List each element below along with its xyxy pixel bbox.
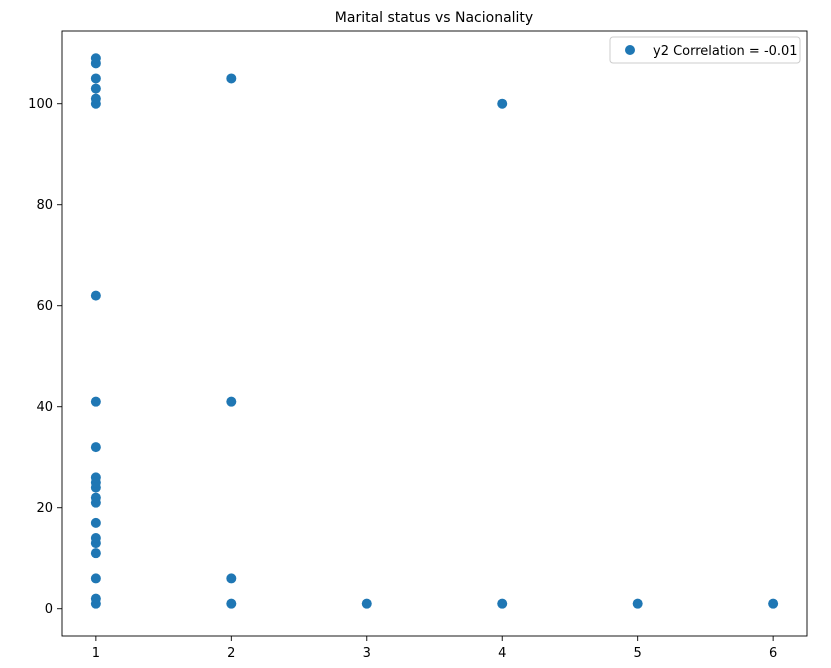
y-tick-label: 100 [28,97,53,112]
x-tick-label: 3 [363,646,371,661]
plot-frame [61,30,808,637]
data-point [90,93,101,104]
data-point [90,396,101,407]
x-axis: 1 2 3 4 5 6 [92,636,777,661]
legend: y2 Correlation = -0.01 [609,36,801,64]
data-points [90,53,779,609]
x-tick-label: 6 [769,646,777,661]
data-point [90,83,101,94]
y-axis: 0 20 40 60 80 100 [28,97,62,617]
y-tick-label: 40 [36,400,53,415]
data-point [497,598,508,609]
data-point [90,53,101,64]
data-point [226,73,237,84]
data-point [90,593,101,604]
y-tick-label: 60 [36,299,53,314]
data-point [226,396,237,407]
y-tick-label: 80 [36,198,53,213]
data-point [90,442,101,453]
data-point [361,598,372,609]
legend-marker [625,45,635,55]
legend-frame [609,36,801,64]
y-tick-label: 0 [45,602,53,617]
data-point [632,598,643,609]
data-point [226,598,237,609]
data-point [90,548,101,559]
data-point [90,73,101,84]
data-point [768,598,779,609]
x-tick-label: 5 [634,646,642,661]
data-point [90,517,101,528]
data-point [90,472,101,483]
x-tick-label: 4 [498,646,506,661]
data-point [90,533,101,544]
x-tick-label: 1 [92,646,100,661]
data-point [226,573,237,584]
y-tick-label: 20 [36,501,53,516]
x-tick-label: 2 [227,646,235,661]
legend-label: y2 Correlation = -0.01 [653,44,798,59]
data-point [497,98,508,109]
data-point [90,290,101,301]
chart-title: Marital status vs Nacionality [335,10,533,26]
data-point [90,492,101,503]
data-point [90,573,101,584]
